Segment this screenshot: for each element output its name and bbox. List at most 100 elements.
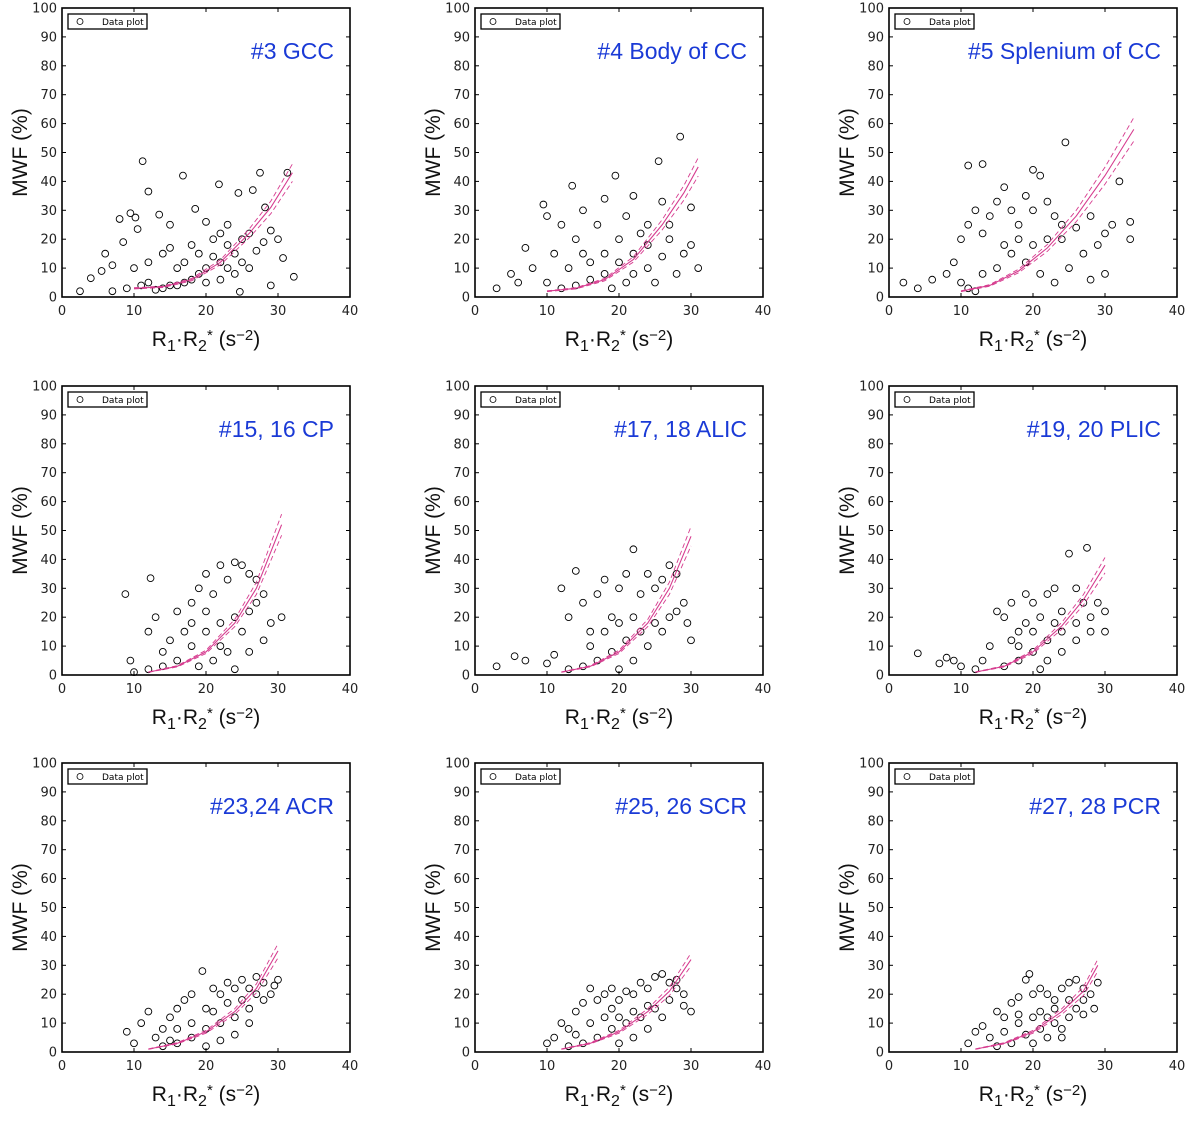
data-point: [942, 270, 951, 278]
data-point: [216, 229, 225, 238]
upper-bound-curve: [148, 943, 279, 1050]
panel-title: #15, 16 CP: [219, 416, 334, 442]
data-point: [1072, 636, 1081, 645]
data-point: [1086, 613, 1095, 622]
data-point: [579, 999, 587, 1007]
data-point: [672, 270, 681, 278]
legend: Data plot: [67, 391, 148, 408]
data-point: [223, 241, 232, 249]
data-point: [1083, 543, 1091, 552]
lower-bound-curve: [975, 572, 1106, 673]
data-point: [957, 662, 965, 671]
data-point: [1000, 241, 1009, 249]
data-point: [259, 996, 268, 1004]
data-point: [615, 996, 623, 1004]
data-point: [180, 258, 189, 267]
data-point: [1065, 996, 1073, 1004]
y-tick-label: 60: [453, 872, 470, 887]
scatter-panel: 0 10 20 30 40 0 10 20 30 40 50 60 70 80 90 100 MWF (%) R1…: [422, 757, 771, 1110]
x-axis-label: R1·R2* (s−2): [565, 327, 673, 355]
data-point: [1000, 1013, 1009, 1022]
x-axis-label: R1·R2* (s−2): [565, 705, 673, 733]
data-point: [1043, 1033, 1052, 1042]
x-tick-label: 30: [1097, 304, 1114, 319]
data-point: [622, 212, 631, 220]
data-point: [202, 218, 210, 226]
y-tick-label: 50: [453, 901, 470, 916]
x-tick-label: 0: [885, 682, 893, 697]
data-point: [223, 220, 232, 229]
data-point: [1101, 627, 1109, 636]
legend: Data plot: [480, 13, 561, 30]
data-point: [665, 613, 674, 622]
legend-marker-icon: [903, 396, 911, 403]
x-axis-label: R1·R2* (s−2): [152, 1082, 260, 1110]
data-point: [108, 261, 117, 270]
y-tick-label: 70: [40, 843, 57, 858]
y-tick-label: 30: [40, 582, 57, 597]
y-axis-label: MWF (%): [836, 486, 859, 575]
fit-curve: [148, 524, 283, 673]
y-tick-label: 0: [49, 669, 57, 684]
data-point: [1043, 197, 1052, 206]
data-point: [1021, 590, 1030, 598]
legend-label: Data plot: [515, 396, 557, 406]
data-point: [223, 575, 232, 584]
scatter-panel: 0 10 20 30 40 0 10 20 30 40 50 60 70 80 90 100 MWF (%) R1…: [422, 2, 771, 355]
data-point: [636, 590, 645, 598]
lower-bound-curve: [960, 140, 1135, 293]
x-axis-label-part: R: [565, 328, 580, 351]
data-point: [1043, 235, 1052, 244]
data-point: [949, 258, 958, 267]
data-points: [543, 970, 695, 1051]
data-point: [543, 212, 551, 220]
data-point: [1057, 607, 1066, 616]
x-axis-label-part: −2: [649, 1082, 666, 1099]
data-point: [679, 598, 688, 607]
x-axis-label-part: R: [979, 328, 994, 351]
legend-box: [894, 13, 975, 30]
data-point: [1057, 1033, 1066, 1042]
upper-bound-curve: [133, 163, 293, 289]
x-axis-label-part: ·R: [1003, 1083, 1025, 1106]
data-point: [676, 132, 685, 141]
data-point: [1072, 584, 1081, 593]
data-points: [899, 138, 1135, 296]
data-point: [1021, 192, 1030, 200]
y-tick-label: 80: [40, 59, 57, 74]
x-tick-label: 0: [471, 304, 479, 319]
data-point: [261, 203, 269, 212]
data-points: [492, 545, 695, 674]
data-point: [1036, 1007, 1045, 1016]
data-point: [957, 278, 965, 287]
data-point: [557, 220, 566, 229]
y-tick-label: 60: [867, 117, 884, 132]
y-tick-label: 90: [453, 30, 470, 45]
x-axis-label-part: *: [1034, 1082, 1040, 1099]
data-point: [158, 1025, 167, 1033]
x-axis-label-part: 2: [198, 716, 207, 733]
x-axis-label-part: R: [565, 1083, 580, 1106]
data-point: [964, 161, 973, 170]
x-axis-label-part: ·R: [176, 1083, 198, 1106]
legend-label: Data plot: [102, 396, 144, 406]
y-tick-label: 10: [453, 262, 470, 277]
lower-bound-curve: [975, 971, 1099, 1050]
y-tick-label: 100: [859, 2, 884, 17]
x-axis-label-part: (s: [626, 328, 649, 351]
x-axis-label: R1·R2* (s−2): [152, 705, 260, 733]
y-tick-label: 20: [40, 988, 57, 1003]
legend: Data plot: [480, 768, 561, 785]
x-tick-label: 30: [270, 1059, 287, 1074]
data-point: [1007, 206, 1016, 215]
data-point: [579, 598, 587, 607]
data-point: [949, 656, 958, 665]
data-points: [964, 970, 1102, 1051]
data-point: [283, 168, 292, 177]
y-tick-label: 60: [40, 117, 57, 132]
x-axis-label-part: ): [253, 328, 260, 351]
legend-label: Data plot: [102, 18, 144, 28]
data-point: [568, 181, 577, 190]
data-point: [913, 649, 922, 658]
y-tick-label: 100: [32, 757, 57, 772]
